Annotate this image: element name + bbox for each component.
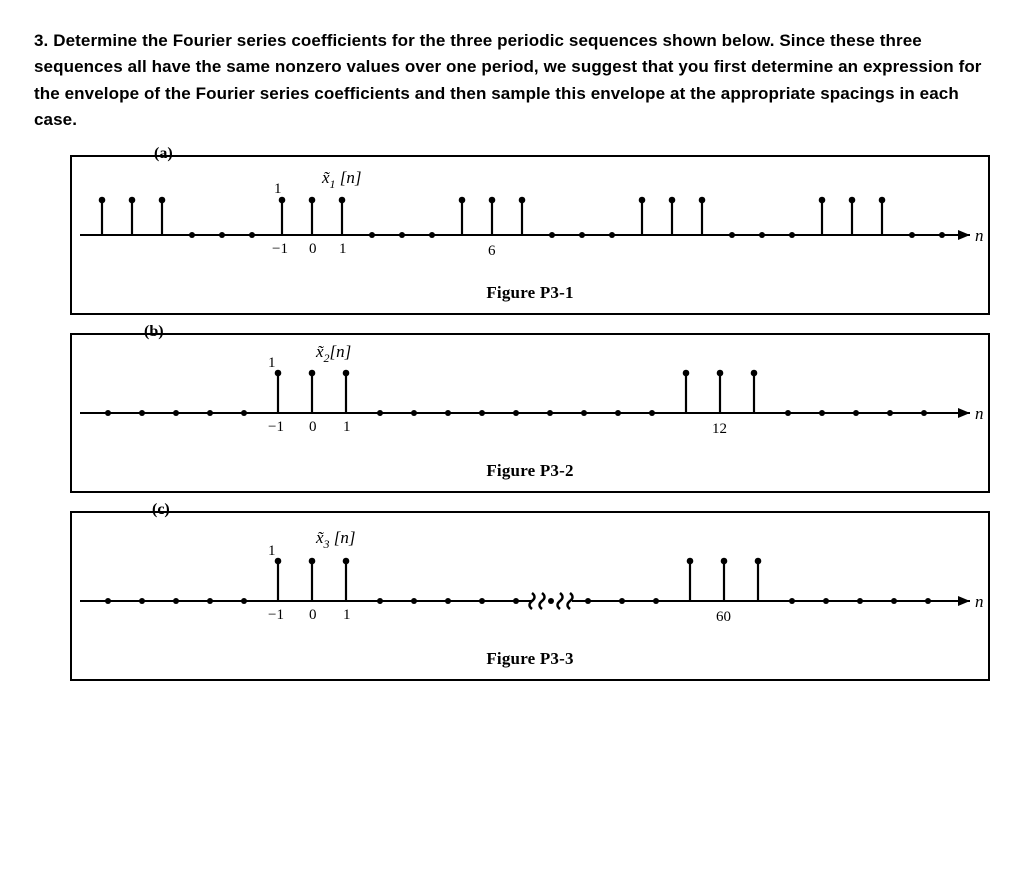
tick-minus1: −1	[268, 607, 284, 623]
figure-b-plot: n x̃2[n] 1	[72, 335, 988, 455]
signal-name-label: x̃1 [n]	[321, 168, 362, 191]
figure-b-container: (b) n x̃2[n] 1	[70, 333, 990, 493]
tick-1: 1	[343, 419, 351, 435]
tick-1: 1	[343, 607, 351, 623]
period-label-b: 12	[712, 421, 727, 437]
signal-name-label: x̃3 [n]	[315, 528, 356, 551]
period-label-a: 6	[488, 243, 496, 259]
figure-a-frame: n x̃1 [n] 1	[70, 155, 990, 315]
axis-var-label: n	[975, 592, 984, 611]
figure-c-frame: n x̃3 [n] 1	[70, 511, 990, 681]
tick-0: 0	[309, 419, 317, 435]
tick-minus1: −1	[272, 241, 288, 257]
tick-0: 0	[309, 607, 317, 623]
stems-a	[99, 197, 945, 238]
stems-b	[105, 370, 927, 416]
figure-c-container: (c) n x̃3 [n] 1	[70, 511, 990, 681]
figure-b-caption: Figure P3-2	[72, 455, 988, 491]
axis-var-label: n	[975, 226, 984, 245]
tick-0: 0	[309, 241, 317, 257]
tick-1: 1	[339, 241, 347, 257]
amplitude-label: 1	[268, 543, 276, 559]
figure-c-plot: n x̃3 [n] 1	[72, 513, 988, 643]
signal-name-label: x̃2[n]	[315, 342, 351, 365]
figure-a-plot: n x̃1 [n] 1	[72, 157, 988, 277]
figure-c-caption: Figure P3-3	[72, 643, 988, 679]
amplitude-label: 1	[268, 355, 276, 371]
tick-minus1: −1	[268, 419, 284, 435]
figure-b-frame: n x̃2[n] 1	[70, 333, 990, 493]
figure-a-caption: Figure P3-1	[72, 277, 988, 313]
problem-statement: 3. Determine the Fourier series coeffici…	[34, 28, 990, 133]
axis-break-icon	[530, 593, 573, 609]
period-label-c: 60	[716, 609, 731, 625]
amplitude-label: 1	[274, 181, 282, 197]
stems-c	[105, 558, 931, 604]
axis-var-label: n	[975, 404, 984, 423]
figure-a-container: (a) n x̃1 [n] 1	[70, 155, 990, 315]
